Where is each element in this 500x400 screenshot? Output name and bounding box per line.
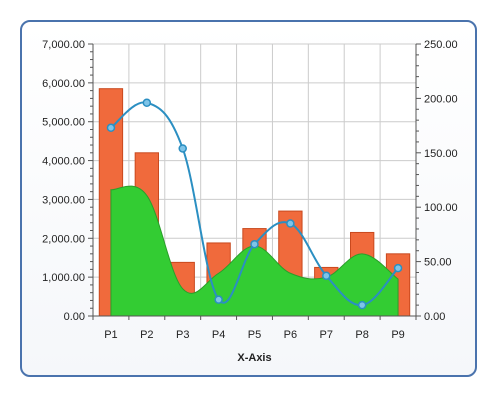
x-tick-label: P8 xyxy=(355,329,368,341)
y-tick-label: 6,000.00 xyxy=(42,78,85,90)
y2-tick-label: 50.00 xyxy=(424,257,452,269)
x-tick-label: P3 xyxy=(176,329,189,341)
axes xyxy=(88,43,421,320)
y-tick-label: 0.00 xyxy=(64,311,85,323)
x-tick-label: P5 xyxy=(248,329,261,341)
y-tick-label: 5,000.00 xyxy=(42,117,85,129)
y2-tick-label: 150.00 xyxy=(424,148,458,160)
y-tick-label: 4,000.00 xyxy=(42,156,85,168)
x-tick-label: P1 xyxy=(104,329,117,341)
line-point-p7 xyxy=(322,271,331,280)
y-axis-tick-labels: 0.00 1,000.00 2,000.00 3,000.00 4,000.00 5,00… xyxy=(42,39,85,323)
y2-tick-label: 100.00 xyxy=(424,202,458,214)
y2-tick-label: 200.00 xyxy=(424,93,458,105)
y-tick-label: 3,000.00 xyxy=(42,194,85,206)
x-tick-label: P9 xyxy=(391,329,404,341)
line-series xyxy=(110,101,399,307)
line-point-p5 xyxy=(250,239,259,249)
line-point-p2 xyxy=(142,98,152,108)
line-series-points xyxy=(106,98,403,310)
y2-tick-label: 250.00 xyxy=(424,39,458,51)
x-tick-label: P4 xyxy=(212,329,225,341)
x-tick-label: P7 xyxy=(320,329,333,341)
x-axis-tick-labels: P1 P2 P3 P4 P5 P6 P7 P8 P9 xyxy=(104,329,405,341)
x-tick-label: P2 xyxy=(140,329,153,341)
line-point-p3 xyxy=(178,144,187,153)
line-point-p1 xyxy=(106,123,116,133)
y-tick-label: 2,000.00 xyxy=(42,233,85,245)
x-tick-label: P6 xyxy=(284,329,297,341)
line-point-p4 xyxy=(214,295,223,304)
line-point-p9 xyxy=(393,263,403,273)
line-point-p6 xyxy=(286,219,295,228)
x-axis-title: X-Axis xyxy=(237,352,271,364)
y-tick-label: 1,000.00 xyxy=(42,272,85,284)
y-tick-label: 7,000.00 xyxy=(42,39,85,51)
y2-tick-label: 0.00 xyxy=(424,311,445,323)
y2-axis-tick-labels: 0.00 50.00 100.00 150.00 200.00 250.00 xyxy=(424,39,458,323)
line-point-p8 xyxy=(357,300,367,310)
